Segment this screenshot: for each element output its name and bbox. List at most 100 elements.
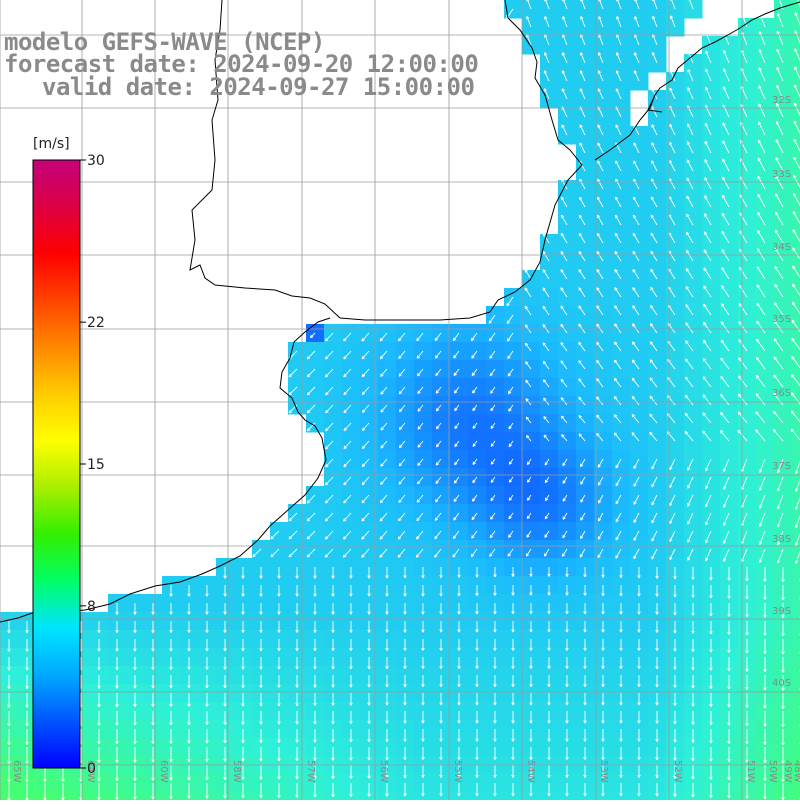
wind-speed-cell — [612, 324, 631, 343]
wind-speed-cell — [522, 0, 541, 19]
wind-speed-cell — [630, 72, 649, 91]
wind-speed-cell — [576, 72, 595, 91]
longitude-label-2: 60W — [158, 760, 169, 783]
wind-speed-cell — [792, 738, 800, 757]
wind-speed-cell — [558, 288, 577, 307]
wind-speed-cell — [684, 216, 703, 235]
wind-speed-cell — [684, 162, 703, 181]
wind-speed-cell — [792, 792, 800, 800]
wind-speed-cell — [684, 306, 703, 325]
wind-speed-cell — [756, 36, 775, 55]
wind-speed-cell — [630, 306, 649, 325]
wind-speed-cell — [684, 432, 703, 451]
wind-speed-cell — [738, 36, 757, 55]
wind-speed-cell — [702, 324, 721, 343]
wind-speed-cell — [738, 360, 757, 379]
wind-speed-cell — [522, 18, 541, 37]
wind-speed-cell — [540, 342, 559, 361]
wind-speed-cell — [594, 72, 613, 91]
wind-speed-cell — [738, 432, 757, 451]
wind-speed-cell — [756, 324, 775, 343]
wind-speed-cell — [576, 90, 595, 109]
wind-speed-cell — [684, 288, 703, 307]
wind-speed-cell — [594, 144, 613, 163]
wind-speed-cell — [540, 90, 559, 109]
wind-speed-cell — [540, 270, 559, 289]
wind-speed-cell — [684, 270, 703, 289]
wind-speed-cell — [594, 90, 613, 109]
wind-speed-cell — [522, 360, 541, 379]
colorbar-tick-label-1: 22 — [87, 315, 105, 331]
longitude-label-4: 57W — [305, 760, 316, 783]
wind-speed-cell — [702, 36, 721, 55]
wind-speed-cell — [558, 270, 577, 289]
wind-speed-cell — [648, 180, 667, 199]
wind-speed-cell — [702, 342, 721, 361]
wind-speed-cell — [612, 270, 631, 289]
wind-speed-cell — [576, 36, 595, 55]
valid-date: valid date: 2024-09-27 15:00:00 — [42, 75, 474, 99]
wind-speed-cell — [594, 306, 613, 325]
wind-speed-cell — [774, 414, 793, 433]
wind-speed-cell — [648, 162, 667, 181]
wind-speed-cell — [720, 54, 739, 73]
wind-speed-cell — [522, 270, 541, 289]
wind-speed-cell — [702, 414, 721, 433]
wind-speed-cell — [648, 54, 667, 73]
wind-speed-cell — [648, 306, 667, 325]
wind-speed-cell — [702, 90, 721, 109]
wind-speed-cell — [720, 342, 739, 361]
wind-speed-cell — [792, 144, 800, 163]
longitude-label-10: 51W — [745, 760, 756, 783]
wind-speed-cell — [558, 54, 577, 73]
wind-speed-cell — [702, 360, 721, 379]
wind-speed-cell — [648, 342, 667, 361]
wind-speed-cell — [612, 306, 631, 325]
wind-speed-cell — [540, 36, 559, 55]
wind-speed-cell — [792, 162, 800, 181]
wind-speed-cell — [648, 360, 667, 379]
wind-speed-cell — [594, 54, 613, 73]
wind-speed-cell — [648, 126, 667, 145]
wind-speed-cell — [684, 396, 703, 415]
wind-speed-cell — [792, 666, 800, 685]
wind-speed-cell — [684, 378, 703, 397]
wind-speed-cell — [594, 108, 613, 127]
wind-speed-cell — [702, 288, 721, 307]
wind-speed-cell — [540, 396, 559, 415]
wind-speed-cell — [576, 288, 595, 307]
wind-speed-cell — [558, 414, 577, 433]
wind-speed-cell — [630, 0, 649, 19]
wind-speed-cell — [720, 360, 739, 379]
wind-speed-cell — [558, 234, 577, 253]
wind-speed-cell — [630, 216, 649, 235]
wind-speed-cell — [576, 432, 595, 451]
wind-speed-cell — [684, 0, 703, 19]
wind-speed-cell — [612, 288, 631, 307]
longitude-label-3: 58W — [231, 760, 242, 783]
wind-speed-cell — [612, 90, 631, 109]
wind-speed-cell — [612, 162, 631, 181]
wind-speed-cell — [648, 378, 667, 397]
wind-speed-cell — [576, 270, 595, 289]
wind-speed-cell — [270, 522, 289, 541]
wind-speed-cell — [558, 306, 577, 325]
wind-speed-cell — [594, 180, 613, 199]
wind-speed-cell — [792, 126, 800, 145]
wind-speed-cell — [774, 126, 793, 145]
wind-speed-cell — [792, 558, 800, 577]
wind-speed-cell — [576, 18, 595, 37]
longitude-label-12: 49W — [782, 760, 793, 783]
wind-speed-cell — [774, 360, 793, 379]
wind-speed-cell — [594, 0, 613, 19]
wind-speed-cell — [576, 180, 595, 199]
wind-speed-cell — [720, 432, 739, 451]
wind-speed-cell — [774, 432, 793, 451]
wind-speed-cell — [576, 144, 595, 163]
wind-speed-cell — [522, 414, 541, 433]
wind-speed-cell — [738, 288, 757, 307]
wind-speed-cell — [270, 540, 289, 559]
